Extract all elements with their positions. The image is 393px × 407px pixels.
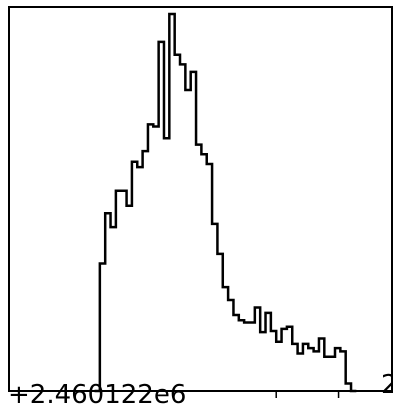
histogram-bin (196, 145, 201, 391)
histogram-bin (249, 322, 254, 391)
histogram-bin (324, 357, 329, 391)
x-axis-offset-label: +2.460122e6 (8, 380, 186, 407)
histogram-bin (244, 322, 249, 391)
histogram-bin (148, 124, 153, 391)
histogram-bin (239, 320, 244, 391)
histogram-bin (223, 287, 228, 391)
histogram-bin (330, 357, 335, 391)
histogram-bin (164, 138, 169, 391)
histogram-bin (308, 348, 313, 391)
histogram-bin (175, 55, 180, 391)
histogram-bin (127, 206, 132, 391)
histogram-bin (260, 332, 265, 391)
x-tick-label: 2 (381, 370, 393, 400)
histogram-bin (201, 154, 206, 391)
axes-frame (8, 6, 393, 392)
histogram-bin (153, 126, 158, 391)
histogram-bin (314, 351, 319, 391)
histogram-bin (180, 64, 185, 391)
histogram-bin (111, 227, 116, 391)
histogram-bin (121, 191, 126, 391)
plot-area (94, 12, 357, 393)
x-axis-ticks (275, 391, 340, 398)
histogram-bin (298, 354, 303, 391)
histogram-bin (185, 90, 190, 391)
histogram-bin (276, 342, 281, 391)
histogram-step-line (94, 12, 357, 393)
histogram-bin (143, 151, 148, 391)
histogram-bin (137, 167, 142, 391)
histogram-bin (233, 315, 238, 391)
